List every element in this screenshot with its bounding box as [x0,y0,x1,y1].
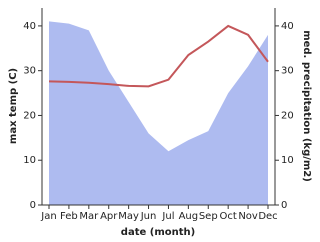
y-axis-label: max temp (C) [8,68,19,144]
x-tick-label: Jul [161,211,174,222]
x-axis-label: date (month) [121,227,195,238]
x-tick-label: Feb [60,211,78,222]
y2-tick-label: 40 [281,21,294,32]
y-tick-label: 30 [23,66,36,77]
y2-axis-label: med. precipitation (kg/m2) [301,30,312,182]
x-tick-label: Apr [100,211,118,222]
x-tick-label: Dec [258,211,277,222]
x-tick-label: Mar [79,211,99,222]
x-tick-label: May [118,211,139,222]
x-tick-label: Aug [179,211,199,222]
y2-tick-label: 30 [281,66,294,77]
y2-tick-label: 0 [281,200,287,211]
x-tick-label: Nov [238,211,258,222]
x-tick-label: Oct [220,211,237,222]
temp-line [48,24,269,88]
y-tick-label: 10 [23,155,36,166]
precipitation-area [49,21,268,205]
y-tick-label: 20 [23,110,36,121]
x-tick-label: Jun [140,211,157,222]
y-tick-label: 40 [23,21,36,32]
x-tick-label: Sep [199,211,218,222]
y2-tick-label: 20 [281,110,294,121]
y-tick-label: 0 [30,200,36,211]
x-tick-label: Jan [40,211,56,222]
y2-tick-label: 10 [281,155,294,166]
